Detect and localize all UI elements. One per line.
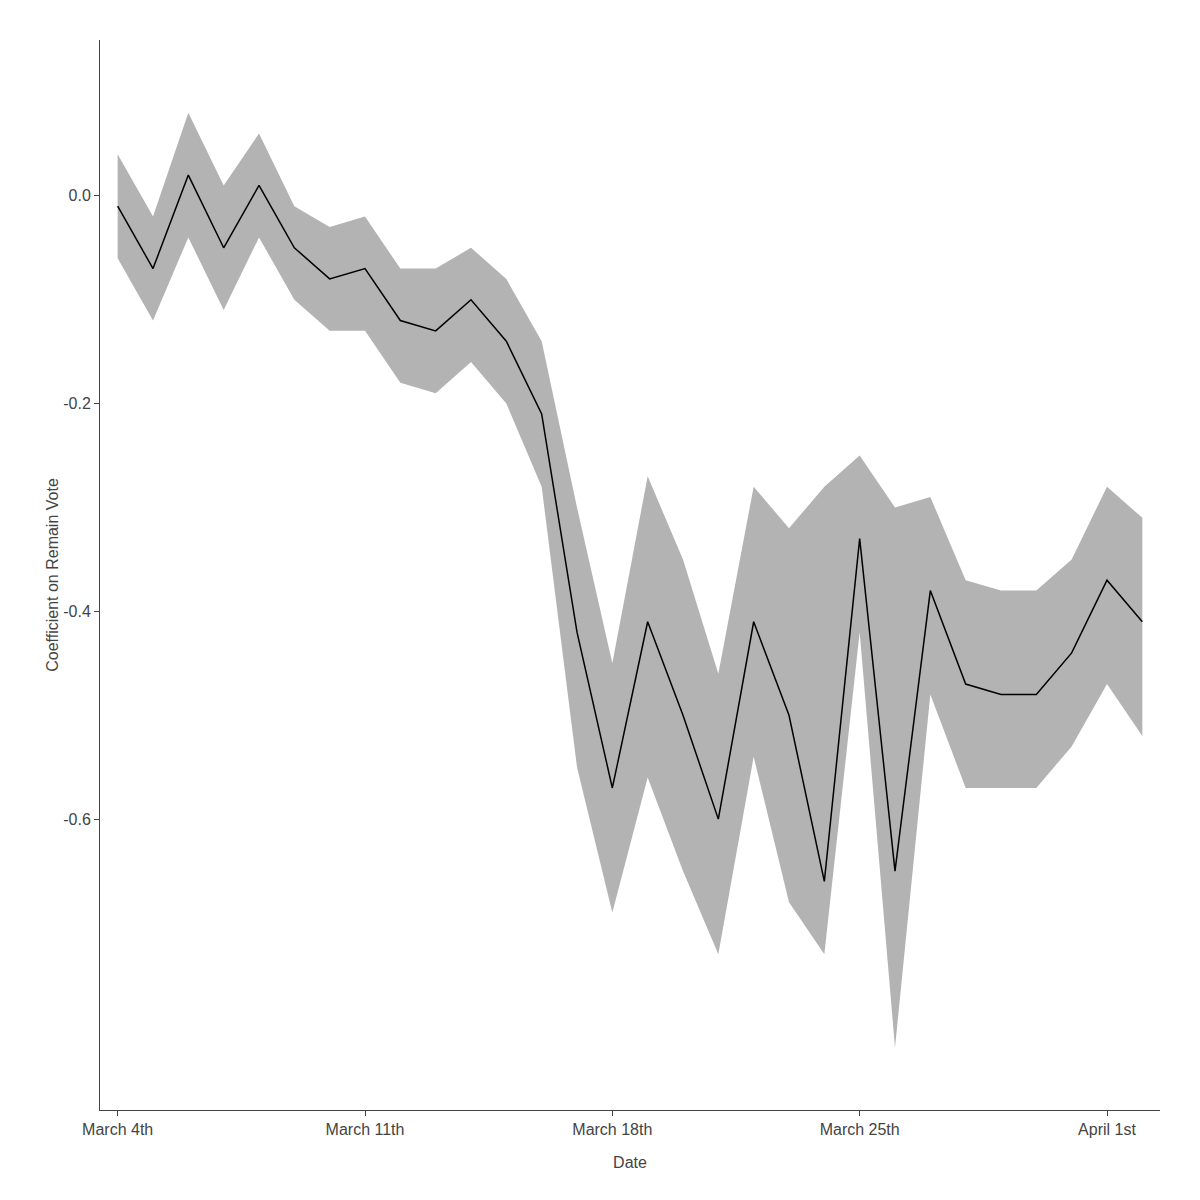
svg-text:-0.6: -0.6 [63,811,91,828]
svg-text:April 1st: April 1st [1078,1121,1136,1138]
svg-text:March 4th: March 4th [82,1121,153,1138]
svg-text:-0.4: -0.4 [63,603,91,620]
svg-text:0.0: 0.0 [69,187,91,204]
svg-text:Date: Date [613,1154,647,1171]
svg-text:-0.2: -0.2 [63,395,91,412]
svg-text:March 11th: March 11th [326,1121,405,1138]
svg-text:March 25th: March 25th [820,1121,900,1138]
svg-text:March 18th: March 18th [572,1121,652,1138]
svg-text:Coefficient on Remain Vote: Coefficient on Remain Vote [44,478,61,672]
